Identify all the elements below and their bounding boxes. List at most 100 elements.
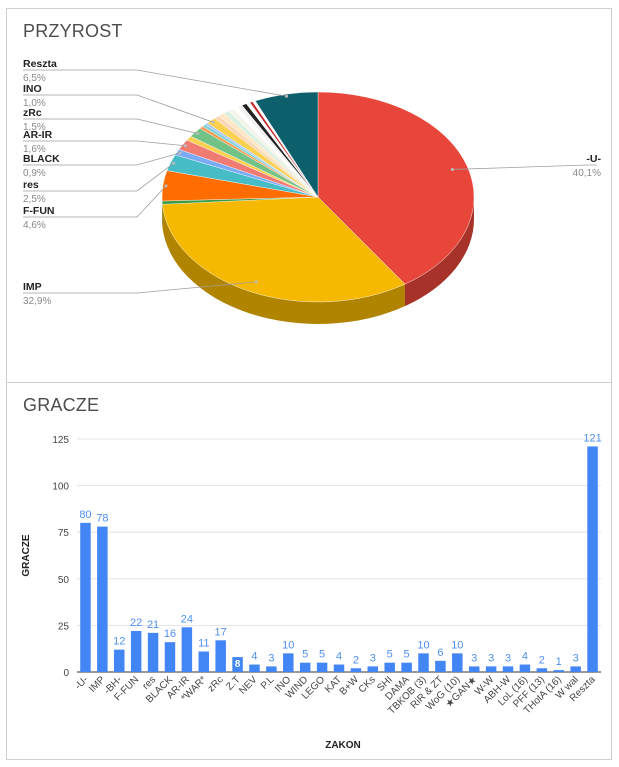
- chart-title-gracze: GRACZE: [23, 395, 100, 415]
- y-tick-label: 125: [52, 435, 69, 446]
- bar-value-label: 11: [198, 637, 209, 649]
- bar-F-FUN: [130, 630, 142, 672]
- leader-dot: [172, 161, 176, 165]
- bar-zRc: [215, 640, 226, 672]
- bar-P.L: [266, 666, 277, 672]
- bar-value-label: 4: [336, 651, 342, 663]
- bar-★GAN★: [468, 666, 480, 672]
- pie-label-name: F-FUN: [23, 205, 55, 217]
- pie-labels: -U- 40,1% IMP 32,9% F-FUN 4,6% res 2,5% BLACK 0,9…: [23, 58, 602, 307]
- pie-label-BLACK: BLACK 0,9%: [23, 151, 182, 179]
- pie-side-wall: [162, 197, 475, 324]
- pie-label-name: IMP: [23, 281, 42, 293]
- bars: 80-U-78IMP12-BH-22F-FUN21res16BLACK24AR-…: [73, 432, 602, 716]
- bar-value-label: 21: [147, 619, 159, 631]
- pie-label-value: 4,6%: [23, 220, 46, 231]
- pie-label-name: -U-: [586, 153, 601, 165]
- bar-group: 3 CKs: [357, 652, 379, 695]
- bar-value-label: 80: [79, 509, 91, 521]
- leader-dot: [254, 280, 258, 284]
- bar-chart: 0255075100125GRACZEZAKON80-U-78IMP12-BH-…: [21, 432, 602, 751]
- bar-WoG (10): [452, 653, 463, 672]
- pie-label-name: BLACK: [23, 153, 60, 165]
- y-tick-label: 0: [63, 668, 69, 679]
- bar-ABH-W: [502, 666, 514, 672]
- bar-AR-IR: [181, 627, 193, 672]
- bar-value-label: 5: [319, 649, 325, 661]
- bar-value-label: 8: [235, 659, 241, 670]
- pie-label-value: 1,6%: [23, 144, 46, 155]
- leader-dot: [450, 167, 454, 171]
- bar-DAMA: [401, 662, 412, 672]
- bar-Reszta: [587, 446, 598, 672]
- pie-label-zRc: zRc 1,5%: [23, 107, 200, 136]
- bar-value-label: 4: [522, 651, 528, 663]
- bar-W-W: [485, 666, 497, 672]
- bar-value-label: 3: [471, 652, 477, 664]
- bar-value-label: 3: [268, 652, 274, 664]
- bar-CKs: [367, 666, 379, 672]
- bar-Z.T: [232, 657, 243, 672]
- bar-res: [147, 632, 159, 672]
- y-tick-label: 100: [52, 482, 69, 493]
- leader-line: [23, 185, 167, 218]
- leader-line: [23, 140, 186, 147]
- leader-line: [23, 281, 257, 294]
- bar-LEGO: [316, 662, 328, 672]
- leader-line: [23, 118, 198, 134]
- pie-label-Reszta: Reszta 6,5%: [23, 58, 289, 98]
- bar-value-label: 17: [215, 626, 227, 638]
- pie-label-value: 2,5%: [23, 194, 46, 205]
- x-tick-label: -U-: [73, 674, 91, 692]
- leader-dot: [196, 132, 200, 136]
- pie-chart: -U- 40,1% IMP 32,9% F-FUN 4,6% res 2,5% BLACK 0,9…: [23, 58, 602, 324]
- bar-value-label: 2: [539, 654, 545, 666]
- bar-value-label: 24: [181, 613, 193, 625]
- bar-value-label: 78: [96, 513, 108, 525]
- bar-KAT: [333, 664, 345, 672]
- bar-value-label: 10: [282, 639, 294, 651]
- leader-dot: [183, 144, 187, 148]
- pie-label-name: res: [23, 179, 39, 191]
- leader-line: [23, 162, 174, 192]
- bar-group: 80 -U-: [73, 509, 92, 692]
- leader-dot: [178, 151, 182, 155]
- bar-value-label: 16: [164, 628, 176, 640]
- bar-B+W: [350, 668, 362, 672]
- leader-dot: [211, 120, 215, 124]
- bar-value-label: 5: [302, 649, 308, 661]
- pie-slice-IMP: [162, 196, 406, 303]
- bar-value-label: 10: [451, 639, 463, 651]
- leader-line: [23, 94, 214, 123]
- bar--BH-: [114, 649, 125, 672]
- bar--U-: [80, 522, 91, 672]
- leader-dot: [164, 184, 168, 188]
- y-tick-label: 25: [58, 621, 70, 632]
- chart-title-przyrost: PRZYROST: [23, 21, 123, 41]
- bar-value-label: 12: [113, 636, 125, 648]
- leader-line: [23, 152, 180, 166]
- pie-label-IMP: IMP 32,9%: [23, 280, 258, 307]
- y-tick-label: 75: [58, 528, 70, 539]
- bar-SHI: [384, 662, 395, 672]
- bar-value-label: 2: [353, 654, 359, 666]
- leader-line: [452, 164, 597, 170]
- bar-THotA (16): [553, 670, 564, 672]
- x-axis-title: ZAKON: [325, 740, 361, 751]
- leader-line: [23, 69, 287, 97]
- bar-value-label: 121: [583, 432, 601, 444]
- pie-label-name: zRc: [23, 107, 42, 119]
- bar-IMP: [97, 526, 108, 672]
- pie-label-F-FUN: F-FUN 4,6%: [23, 184, 168, 231]
- bar-WIND: [299, 662, 311, 672]
- pie-slice-Reszta: [255, 91, 319, 198]
- pie-label-name: Reszta: [23, 58, 57, 70]
- bar-BLACK: [164, 642, 176, 672]
- bar-value-label: 10: [417, 639, 429, 651]
- pie-label-value: 32,9%: [23, 296, 51, 307]
- pie-side--U-: [404, 197, 475, 307]
- bar-RiR & ZT: [435, 660, 446, 672]
- bar-value-label: 22: [130, 617, 142, 629]
- bar-value-label: 4: [251, 651, 257, 663]
